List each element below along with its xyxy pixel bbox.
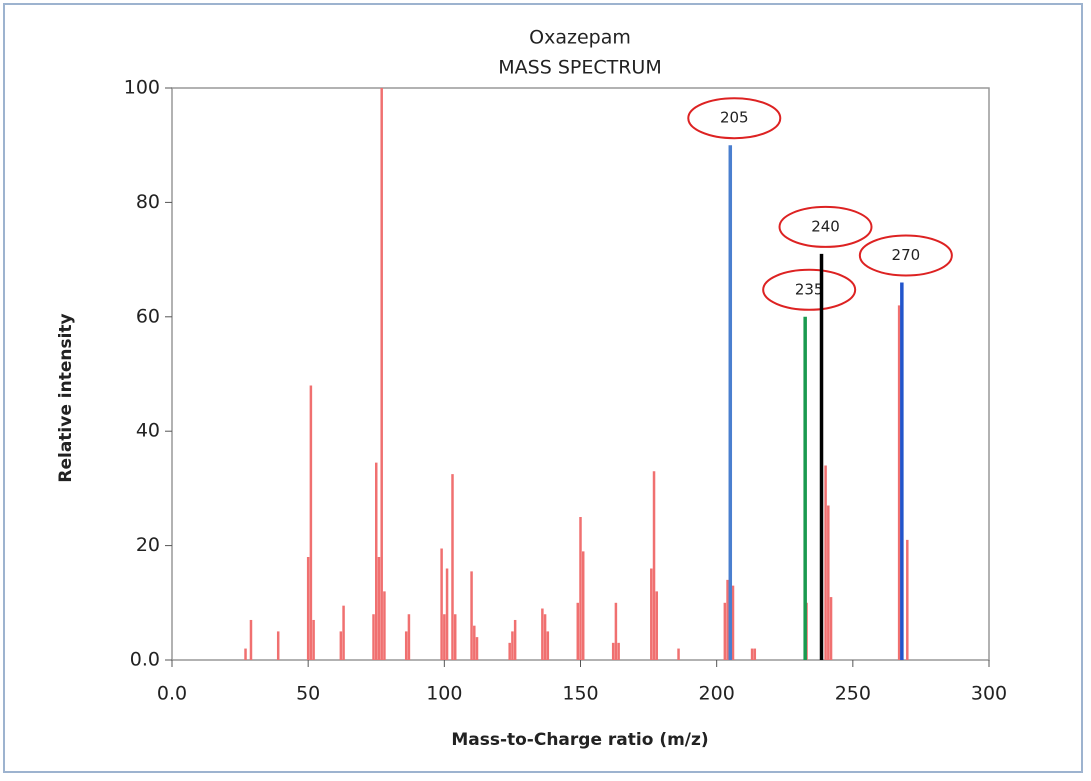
y-axis-label: Relative intensity xyxy=(56,313,76,482)
x-tick-label: 100 xyxy=(426,683,462,705)
annotation-label: 240 xyxy=(811,217,840,235)
y-tick-label: 40 xyxy=(136,420,160,442)
y-tick-label: 100 xyxy=(124,77,160,99)
x-tick-label: 200 xyxy=(699,683,735,705)
x-tick-label: 300 xyxy=(971,683,1007,705)
annotation-label: 270 xyxy=(892,246,921,264)
annotation-ellipse xyxy=(858,234,953,277)
x-tick-label: 250 xyxy=(835,683,871,705)
y-tick-label: 80 xyxy=(136,191,160,213)
x-axis-label: Mass-to-Charge ratio (m/z) xyxy=(451,730,708,750)
annotation-label: 235 xyxy=(795,280,824,298)
x-tick-label: 150 xyxy=(562,683,598,705)
annotation-ellipse xyxy=(762,268,857,311)
annotation-label: 205 xyxy=(720,109,749,127)
x-tick-label: 0.0 xyxy=(157,683,187,705)
chart-subtitle: MASS SPECTRUM xyxy=(498,57,661,79)
y-tick-label: 0.0 xyxy=(130,649,160,671)
annotation-ellipse xyxy=(778,205,873,248)
annotation-ellipse xyxy=(687,97,782,140)
chart-title: Oxazepam xyxy=(529,27,631,49)
y-tick-label: 20 xyxy=(136,534,160,556)
y-tick-label: 60 xyxy=(136,305,160,327)
x-tick-label: 50 xyxy=(296,683,320,705)
